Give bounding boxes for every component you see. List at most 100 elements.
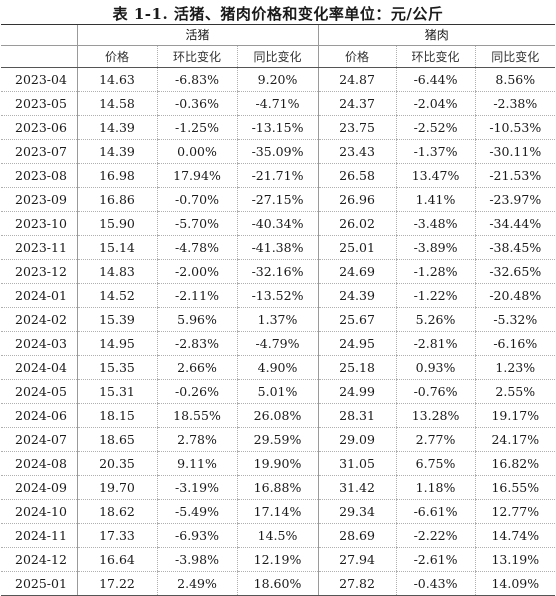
- live-pig-price-cell: 14.39: [76, 115, 157, 140]
- live-pig-yoy-cell: -27.15%: [236, 187, 319, 212]
- table-row: 2023-07 14.39 0.00% -35.09% 23.43 -1.37% -30.1…: [1, 139, 556, 164]
- pork-yoy-cell: 12.77%: [474, 499, 556, 524]
- pork-yoy-cell: 16.82%: [474, 451, 556, 476]
- live-pig-mom-cell: 2.78%: [156, 427, 237, 452]
- pork-yoy-cell: 14.74%: [474, 523, 556, 548]
- live-pig-yoy-cell: -4.79%: [236, 331, 319, 356]
- table-row: 2024-05 15.31 -0.26% 5.01% 24.99 -0.76% 2.55%: [1, 379, 556, 404]
- pork-yoy-cell: 13.19%: [474, 547, 556, 572]
- pork-mom-cell: 0.93%: [395, 355, 476, 380]
- col-header: 环比变化: [395, 45, 476, 68]
- table-row: 2023-05 14.58 -0.36% -4.71% 24.37 -2.04% -2.38…: [1, 91, 556, 116]
- pork-mom-cell: -2.81%: [395, 331, 476, 356]
- pork-mom-cell: -6.61%: [395, 499, 476, 524]
- col-header: 价格: [76, 45, 157, 68]
- header-corner: [1, 24, 77, 46]
- pork-price-cell: 23.43: [317, 139, 397, 164]
- pork-price-cell: 29.09: [317, 427, 397, 452]
- live-pig-mom-cell: -3.98%: [156, 547, 237, 572]
- live-pig-mom-cell: -2.83%: [156, 331, 237, 356]
- live-pig-price-cell: 15.39: [76, 307, 157, 332]
- pork-price-cell: 25.18: [317, 355, 397, 380]
- table-row: 2025-01 17.22 2.49% 18.60% 27.82 -0.43% 14.09%: [1, 571, 556, 596]
- live-pig-mom-cell: -0.26%: [156, 379, 237, 404]
- live-pig-yoy-cell: 9.20%: [236, 67, 319, 92]
- pork-price-cell: 26.58: [317, 163, 397, 188]
- pork-yoy-cell: -6.16%: [474, 331, 556, 356]
- pork-yoy-cell: 24.17%: [474, 427, 556, 452]
- live-pig-yoy-cell: -32.16%: [236, 259, 319, 284]
- live-pig-mom-cell: -1.25%: [156, 115, 237, 140]
- pork-mom-cell: -0.76%: [395, 379, 476, 404]
- price-table: 活猪 猪肉 价格 环比变化 同比变化 价格 环比变化 同比变化 2023-04 1…: [1, 24, 556, 596]
- header-corner-sub: [1, 45, 77, 68]
- live-pig-yoy-cell: 12.19%: [236, 547, 319, 572]
- pork-price-cell: 25.67: [317, 307, 397, 332]
- live-pig-price-cell: 15.31: [76, 379, 157, 404]
- pork-yoy-cell: 8.56%: [474, 67, 556, 92]
- date-cell: 2024-07: [1, 427, 77, 452]
- pork-price-cell: 26.02: [317, 211, 397, 236]
- live-pig-mom-cell: 18.55%: [156, 403, 237, 428]
- date-cell: 2023-04: [1, 67, 77, 92]
- pork-mom-cell: -6.44%: [395, 67, 476, 92]
- pork-mom-cell: -2.61%: [395, 547, 476, 572]
- live-pig-mom-cell: 2.66%: [156, 355, 237, 380]
- live-pig-mom-cell: -3.19%: [156, 475, 237, 500]
- pork-yoy-cell: 16.55%: [474, 475, 556, 500]
- live-pig-yoy-cell: 29.59%: [236, 427, 319, 452]
- pork-yoy-cell: -20.48%: [474, 283, 556, 308]
- table-title: 表 1-1. 活猪、猪肉价格和变化率单位：元/公斤: [112, 5, 444, 23]
- table-row: 2024-02 15.39 5.96% 1.37% 25.67 5.26% -5.32%: [1, 307, 556, 332]
- live-pig-mom-cell: 5.96%: [156, 307, 237, 332]
- pork-mom-cell: 1.18%: [395, 475, 476, 500]
- pork-price-cell: 24.39: [317, 283, 397, 308]
- pork-yoy-cell: -10.53%: [474, 115, 556, 140]
- pork-mom-cell: -1.37%: [395, 139, 476, 164]
- date-cell: 2024-03: [1, 331, 77, 356]
- live-pig-yoy-cell: -41.38%: [236, 235, 319, 260]
- date-cell: 2024-12: [1, 547, 77, 572]
- live-pig-price-cell: 15.35: [76, 355, 157, 380]
- col-header: 同比变化: [474, 45, 556, 68]
- live-pig-price-cell: 20.35: [76, 451, 157, 476]
- col-header: 价格: [317, 45, 397, 68]
- pork-mom-cell: 5.26%: [395, 307, 476, 332]
- pork-price-cell: 26.96: [317, 187, 397, 212]
- pork-yoy-cell: -2.38%: [474, 91, 556, 116]
- col-header: 环比变化: [156, 45, 237, 68]
- live-pig-price-cell: 14.58: [76, 91, 157, 116]
- date-cell: 2024-11: [1, 523, 77, 548]
- table-row: 2023-06 14.39 -1.25% -13.15% 23.75 -2.52% -10.…: [1, 115, 556, 140]
- live-pig-yoy-cell: 17.14%: [236, 499, 319, 524]
- table-row: 2024-01 14.52 -2.11% -13.52% 24.39 -1.22% -20.…: [1, 283, 556, 308]
- live-pig-price-cell: 18.15: [76, 403, 157, 428]
- date-cell: 2024-01: [1, 283, 77, 308]
- live-pig-price-cell: 19.70: [76, 475, 157, 500]
- table-row: 2024-09 19.70 -3.19% 16.88% 31.42 1.18% 16.55%: [1, 475, 556, 500]
- date-cell: 2024-02: [1, 307, 77, 332]
- live-pig-price-cell: 15.90: [76, 211, 157, 236]
- live-pig-price-cell: 16.86: [76, 187, 157, 212]
- live-pig-price-cell: 14.52: [76, 283, 157, 308]
- pork-yoy-cell: 14.09%: [474, 571, 556, 596]
- live-pig-price-cell: 14.83: [76, 259, 157, 284]
- live-pig-yoy-cell: -40.34%: [236, 211, 319, 236]
- pork-price-cell: 27.94: [317, 547, 397, 572]
- live-pig-yoy-cell: 5.01%: [236, 379, 319, 404]
- table-row: 2023-10 15.90 -5.70% -40.34% 26.02 -3.48% -34.…: [1, 211, 556, 236]
- pork-mom-cell: 13.47%: [395, 163, 476, 188]
- pork-mom-cell: 6.75%: [395, 451, 476, 476]
- date-cell: 2023-09: [1, 187, 77, 212]
- pork-mom-cell: 1.41%: [395, 187, 476, 212]
- pork-price-cell: 24.95: [317, 331, 397, 356]
- live-pig-mom-cell: -0.36%: [156, 91, 237, 116]
- date-cell: 2023-12: [1, 259, 77, 284]
- date-cell: 2024-09: [1, 475, 77, 500]
- group-pork: 猪肉: [317, 24, 556, 46]
- date-cell: 2024-08: [1, 451, 77, 476]
- live-pig-yoy-cell: 19.90%: [236, 451, 319, 476]
- table-row: 2024-06 18.15 18.55% 26.08% 28.31 13.28% 19.17…: [1, 403, 556, 428]
- table-row: 2023-04 14.63 -6.83% 9.20% 24.87 -6.44% 8.56%: [1, 67, 556, 92]
- live-pig-price-cell: 14.63: [76, 67, 157, 92]
